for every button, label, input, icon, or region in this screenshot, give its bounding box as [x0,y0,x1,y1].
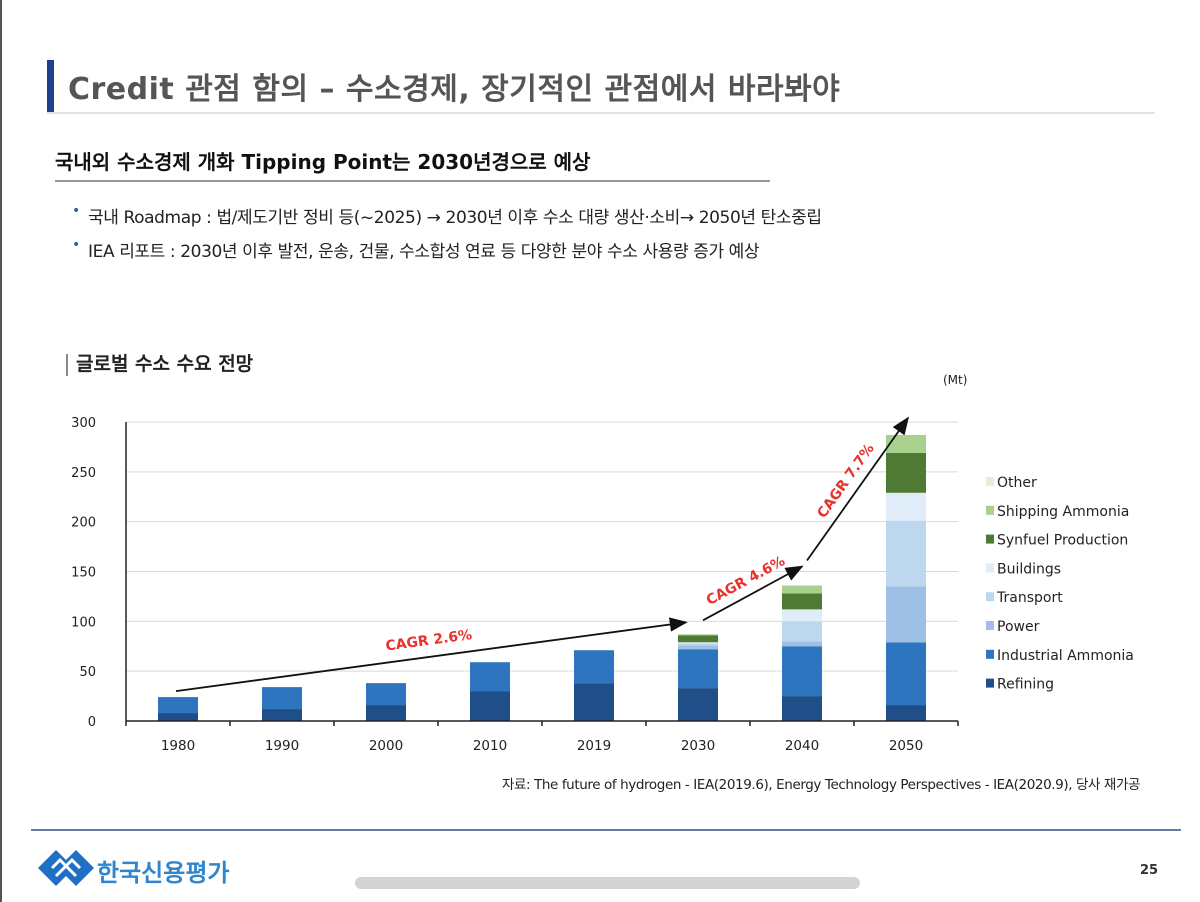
legend-swatch [986,621,994,630]
bar-segment-industrial-ammonia [158,697,198,714]
bullet-text: IEA 리포트 : 2030년 이후 발전, 운송, 건물, 수소합성 연료 등… [88,242,760,262]
bar-segment-buildings [886,492,926,521]
bar-segment-power [886,586,926,643]
bar-segment-synfuel-production [782,593,822,610]
bar-segment-refining [262,709,302,721]
cagr-arrow [806,416,910,562]
y-tick-label: 100 [71,615,96,630]
bar-segment-industrial-ammonia [886,642,926,706]
company-logo-text: 한국신용평가 [97,859,230,887]
legend-label: Transport [996,590,1063,606]
bar-segment-refining [470,691,510,721]
company-logo-icon [38,850,94,886]
page-number: 25 [1140,863,1159,878]
x-tick-label: 2000 [369,738,403,754]
x-tick-label: 2050 [889,738,923,754]
bar-segment-industrial-ammonia [470,662,510,692]
legend-label: Synfuel Production [997,533,1128,549]
page-title: Credit 관점 함의 – 수소경제, 장기적인 관점에서 바라봐야 [68,72,841,107]
legend-label: Refining [997,677,1054,693]
bar-segment-transport [886,520,926,587]
bar-segment-industrial-ammonia [262,687,302,710]
title-marker [66,353,68,376]
legend-swatch [986,534,994,544]
bullet-dot-icon: • [72,203,80,219]
legend-swatch [986,505,994,515]
title-accent-bar [47,60,54,113]
y-tick-label: 300 [71,416,96,431]
title-divider [47,112,1155,114]
legend-label: Other [997,475,1037,491]
legend-label: Buildings [997,561,1061,577]
source-note: 자료: The future of hydrogen - IEA(2019.6)… [501,777,1140,793]
bar-segment-power [782,641,822,647]
legend-swatch [986,649,994,659]
bullet-item: • 국내 Roadmap : 법/제도기반 정비 등(~2025) → 2030… [72,203,822,228]
y-tick-label: 50 [79,665,96,680]
y-tick-label: 0 [88,715,96,730]
bar-segment-refining [574,683,614,721]
legend-swatch [986,592,994,602]
x-tick-label: 1990 [265,738,299,754]
chart-section-title-text: 글로벌 수소 수요 전망 [76,353,254,375]
bar-segment-power [678,645,718,650]
legend-swatch [986,563,994,573]
bar-segment-shipping-ammonia [886,434,926,453]
bar-segment-industrial-ammonia [574,650,614,684]
y-tick-label: 250 [71,466,96,481]
x-tick-label: 2019 [577,738,611,754]
bullet-text: 국내 Roadmap : 법/제도기반 정비 등(~2025) → 2030년 … [88,208,822,228]
bar-segment-refining [366,705,406,721]
bar-segment-industrial-ammonia [782,646,822,697]
x-tick-label: 2040 [785,738,819,754]
bar-segment-refining [678,688,718,721]
subtitle-divider [55,180,770,182]
legend-label: Industrial Ammonia [997,648,1134,664]
bar-segment-refining [158,713,198,721]
chart-unit: (Mt) [943,373,968,387]
horizontal-scrollbar[interactable] [355,877,860,889]
bullet-item: • IEA 리포트 : 2030년 이후 발전, 운송, 건물, 수소합성 연료… [72,237,760,262]
hydrogen-demand-chart: 0 50 100 150 200 250 300 1980 1990 2000 2010 2019 20… [71,416,1134,754]
cagr-arrow [702,565,804,622]
cagr-arrow [175,617,688,692]
cagr-label: CAGR 7.7% [814,441,877,521]
bar-segment-buildings [782,609,822,622]
bar-segment-buildings [678,642,718,644]
legend-swatch [986,477,994,486]
bar-segment-refining [782,696,822,721]
bullet-dot-icon: • [72,237,80,253]
bar-segment-industrial-ammonia [678,649,718,689]
y-tick-label: 150 [71,566,96,581]
footer-divider [31,829,1181,831]
x-tick-label: 2010 [473,738,507,754]
x-tick-label: 2030 [681,738,715,754]
bar-segment-shipping-ammonia [782,585,822,594]
bar-segment-industrial-ammonia [366,683,406,706]
x-tick-label: 1980 [161,738,195,754]
bar-segment-shipping-ammonia [678,634,718,636]
legend-label: Shipping Ammonia [997,504,1129,520]
legend-label: Power [997,619,1040,635]
bar-segment-transport [678,643,718,646]
y-tick-label: 200 [71,516,96,531]
legend-swatch [986,678,994,688]
section-subtitle: 국내외 수소경제 개화 Tipping Point는 2030년경으로 예상 [55,150,591,174]
bar-segment-transport [782,621,822,642]
cagr-label: CAGR 2.6% [385,627,473,654]
bar-segment-refining [886,705,926,721]
bar-segment-synfuel-production [886,452,926,493]
chart-section-title: 글로벌 수소 수요 전망 [66,349,253,376]
window-edge [0,0,2,902]
bar-segment-synfuel-production [678,635,718,643]
